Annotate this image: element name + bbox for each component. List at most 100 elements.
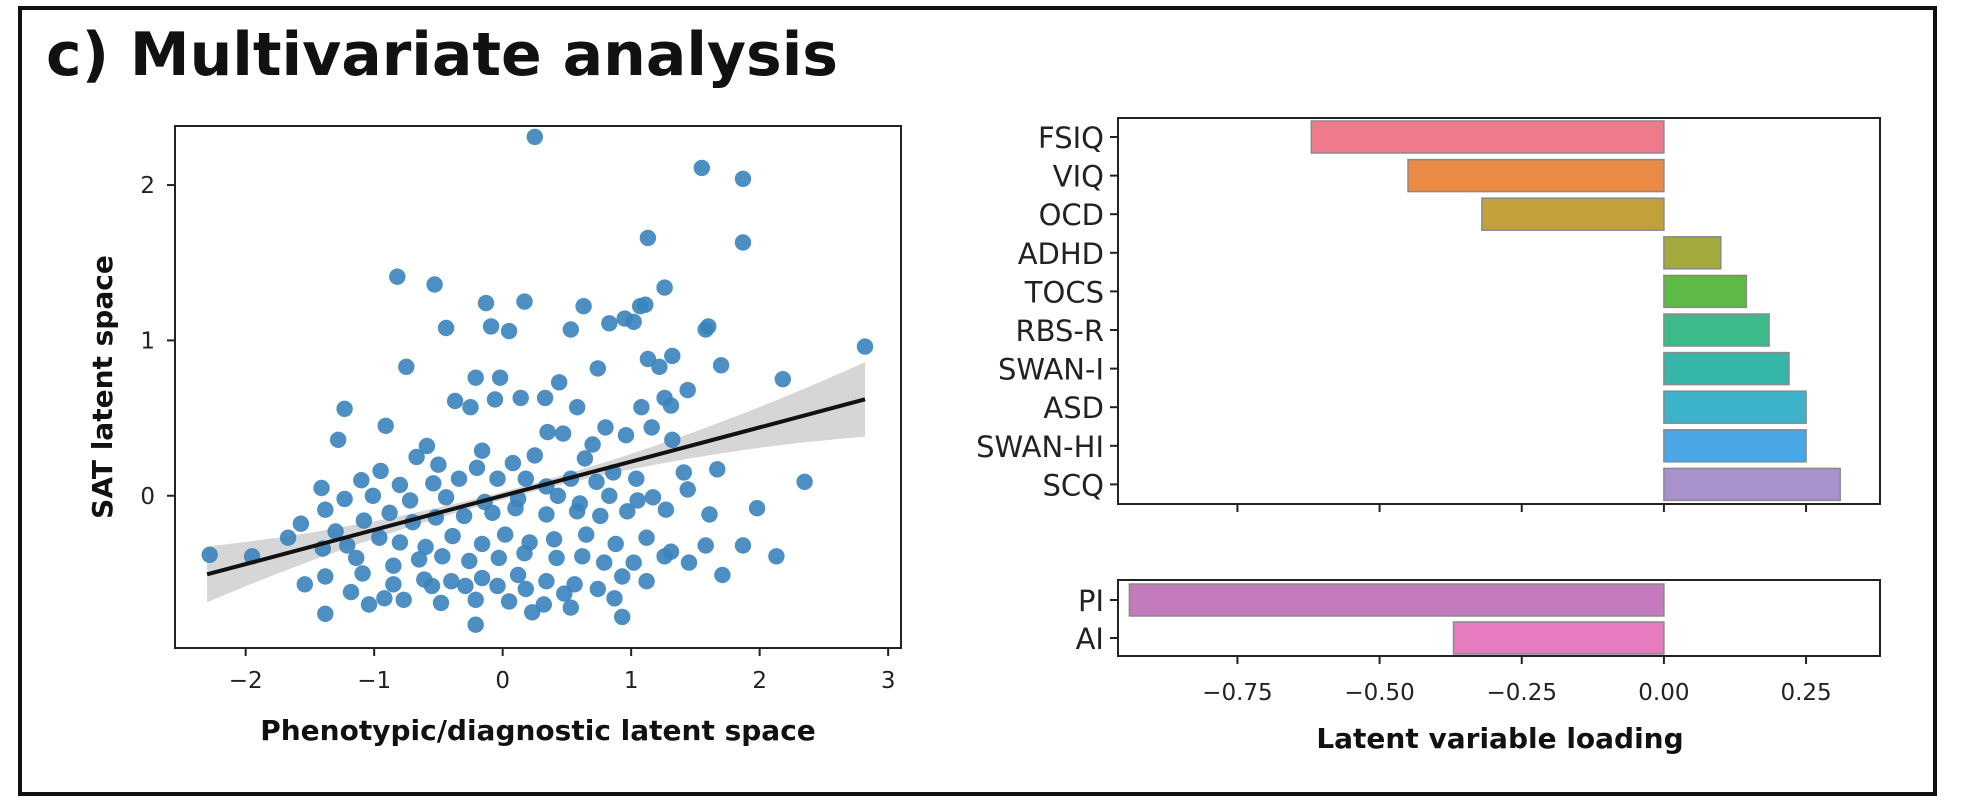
scatter-point: [578, 526, 595, 543]
scatter-x-tick-label: 0: [495, 668, 510, 694]
scatter-point: [371, 529, 388, 546]
scatter-point: [491, 369, 509, 386]
scatter-point: [643, 419, 660, 436]
scatter-y-axis-label: SAT latent space: [86, 255, 119, 519]
scatter-point: [292, 515, 310, 532]
bar-category-label: SCQ: [1043, 468, 1104, 502]
scatter-point: [697, 321, 714, 338]
scatter-point: [443, 573, 460, 590]
scatter-point: [606, 590, 623, 607]
scatter-point: [856, 338, 874, 355]
scatter-point: [317, 501, 334, 518]
scatter-point: [680, 554, 698, 571]
bar-x-tick-label: −0.75: [1202, 680, 1272, 706]
bar-x-tick-label: 0.00: [1638, 680, 1689, 706]
scatter-point: [450, 470, 468, 487]
scatter-point: [430, 456, 447, 473]
scatter-point: [662, 397, 680, 414]
scatter-point: [339, 537, 356, 554]
scatter-point: [734, 234, 752, 251]
scatter-point: [327, 523, 344, 540]
bar-x-tick-label: −0.50: [1344, 680, 1414, 706]
scatter-x-tick-label: −2: [229, 668, 263, 694]
bar-category-label: FSIQ: [1038, 121, 1104, 155]
scatter-point: [342, 583, 360, 601]
scatter-point: [408, 448, 425, 466]
scatter-point: [596, 554, 613, 571]
bar-adhd: [1663, 236, 1722, 270]
scatter-point: [734, 170, 752, 187]
scatter-point: [473, 442, 491, 459]
scatter-point: [353, 472, 370, 489]
scatter-point: [355, 512, 373, 529]
scatter-point: [509, 566, 527, 584]
scatter-point: [423, 577, 441, 595]
scatter-point: [734, 537, 752, 554]
scatter-point: [457, 577, 474, 595]
scatter-point: [576, 450, 594, 467]
scatter-point: [313, 479, 330, 497]
scatter-point: [748, 500, 766, 517]
scatter-point: [796, 473, 813, 490]
scatter-point: [679, 381, 696, 399]
scatter-point: [629, 492, 646, 509]
scatter-point: [507, 500, 524, 517]
bar-fsiq: [1310, 120, 1665, 154]
scatter-point: [535, 596, 552, 613]
scatter-point: [679, 481, 696, 498]
scatter-point: [536, 389, 554, 407]
scatter-point: [395, 591, 412, 608]
scatter-point: [455, 507, 473, 525]
bar-category-label: PI: [1078, 584, 1104, 618]
scatter-point: [500, 322, 518, 340]
bar-viq: [1407, 158, 1665, 193]
scatter-point: [434, 548, 451, 565]
panel-title: c) Multivariate analysis: [46, 20, 838, 90]
scatter-point: [489, 577, 506, 595]
scatter-point: [617, 427, 635, 444]
loading-chart-top-area: [1117, 117, 1881, 505]
scatter-point: [354, 565, 371, 582]
bar-rbs-r: [1663, 313, 1770, 347]
scatter-point: [432, 594, 450, 612]
scatter-point: [614, 608, 631, 626]
scatter-point: [768, 548, 785, 565]
scatter-point: [524, 604, 541, 621]
bar-category-label: VIQ: [1053, 160, 1104, 194]
bar-category-label: ADHD: [1018, 237, 1104, 271]
scatter-point: [639, 229, 657, 247]
scatter-point: [391, 534, 409, 551]
scatter-point: [539, 423, 556, 441]
bar-swan-i: [1663, 351, 1790, 386]
scatter-point: [545, 531, 563, 548]
scatter-point: [482, 318, 500, 335]
scatter-point: [391, 476, 409, 494]
scatter-y-tick-label: 0: [140, 484, 155, 510]
scatter-point: [512, 389, 529, 407]
bar-scq: [1663, 467, 1841, 502]
bar-category-label: SWAN-I: [998, 353, 1104, 387]
scatter-point: [538, 573, 555, 590]
scatter-point: [619, 503, 636, 520]
scatter-point: [461, 552, 478, 570]
scatter-point: [477, 294, 495, 312]
scatter-x-tick-label: 1: [624, 668, 639, 694]
scatter-point: [437, 319, 455, 337]
scatter-point: [364, 487, 382, 504]
scatter-point: [446, 392, 464, 410]
scatter-plot-area: [174, 125, 902, 649]
scatter-point: [526, 447, 543, 464]
scatter-point: [385, 576, 402, 593]
scatter-point: [497, 526, 514, 543]
scatter-point: [444, 527, 461, 545]
scatter-point: [437, 489, 455, 506]
scatter-point: [549, 487, 567, 504]
bar-category-label: RBS-R: [1015, 314, 1104, 348]
scatter-point: [548, 549, 565, 567]
scatter-point: [526, 128, 543, 146]
scatter-point: [664, 431, 681, 448]
scatter-point: [381, 504, 398, 521]
scatter-point: [638, 573, 655, 590]
